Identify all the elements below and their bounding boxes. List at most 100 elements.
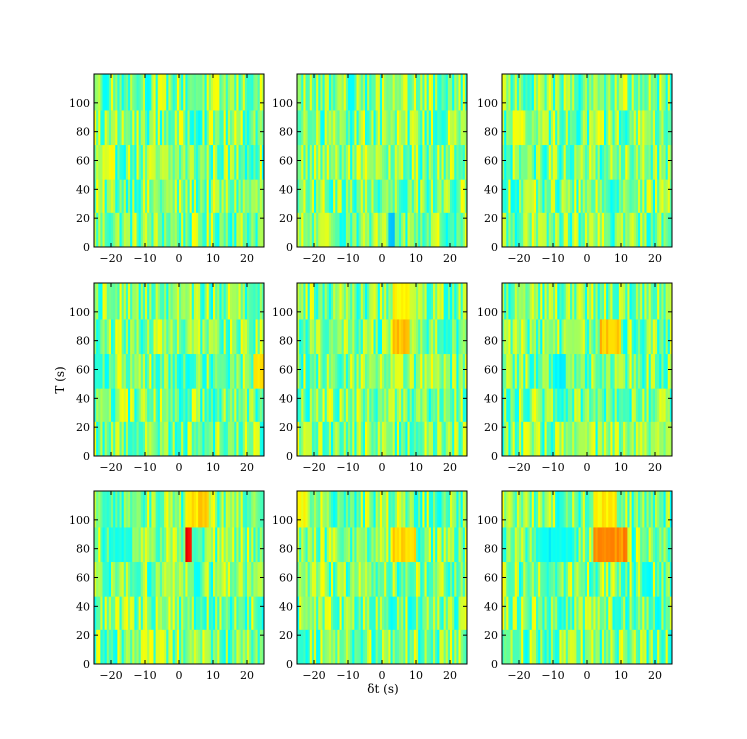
heatmap-cell [232,144,235,180]
heatmap-cell [443,388,447,422]
heatmap-cell [299,388,302,422]
heatmap-cell [635,629,639,664]
heatmap-cell [458,110,462,146]
heatmap-cell [303,212,306,247]
heatmap-cell [185,561,188,597]
heatmap-cell [582,319,586,355]
heatmap-cell [138,319,142,355]
heatmap-cell [443,421,447,456]
heatmap-cell [331,629,334,664]
heatmap-cell [210,212,214,247]
heatmap-cell [303,144,306,180]
heatmap-cell [669,596,672,630]
heatmap-cell [318,212,321,247]
heatmap-cell [599,561,603,597]
heatmap-cell [648,319,652,355]
heatmap-cell [369,596,372,630]
heatmap-cell [303,353,306,389]
heatmap-cell [405,561,408,597]
heatmap-cell [238,319,242,355]
heatmap-cell [106,144,110,180]
heatmap-cell [240,212,244,247]
heatmap-cell [318,596,321,630]
heatmap-cell [516,353,520,389]
heatmap-cell [458,283,462,320]
heatmap-cell [559,74,562,111]
heatmap-cell [348,388,351,422]
heatmap-cell [516,491,520,528]
heatmap-cell [422,353,425,389]
heatmap-cell [345,110,349,146]
heatmap-cell [117,596,120,630]
heatmap-cell [386,212,389,247]
heatmap-cell [157,144,161,180]
heatmap-cell [593,144,596,180]
heatmap-cell [200,319,203,355]
heatmap-cell [574,491,577,528]
heatmap-cell [373,283,377,320]
heatmap-cell [255,629,259,664]
heatmap-cell [115,353,118,389]
heatmap-cell [614,74,618,111]
heatmap-cell [606,629,609,664]
heatmap-cell [456,421,459,456]
heatmap-cell [650,629,654,664]
heatmap-cell [159,491,163,528]
heatmap-cell [437,212,440,247]
heatmap-cell [140,353,144,389]
heatmap-cell [433,110,436,146]
heatmap-cell [665,388,669,422]
heatmap-cell [420,144,423,180]
heatmap-cell [563,421,567,456]
heatmap-cell [452,561,455,597]
heatmap-cell [621,388,624,422]
heatmap-cell [439,179,442,213]
heatmap-cell [454,353,457,389]
heatmap-cell [392,491,396,528]
y-tick-label: 80 [76,335,90,348]
heatmap-cell [652,421,656,456]
heatmap-cell [117,179,120,213]
heatmap-cell [202,596,205,630]
heatmap-cell [111,561,114,597]
heatmap-cell [458,596,462,630]
heatmap-cell [320,561,323,597]
heatmap-cell [663,491,667,528]
heatmap-cell [191,527,195,563]
heatmap-cell [174,179,178,213]
heatmap-cell [242,74,246,111]
heatmap-cell [633,179,637,213]
heatmap-cell [452,110,455,146]
heatmap-cell [375,110,379,146]
heatmap-cell [610,421,613,456]
heatmap-cell [445,353,449,389]
heatmap-cell [631,74,635,111]
heatmap-cell [420,491,423,528]
heatmap-cell [411,527,415,563]
heatmap-cell [635,110,639,146]
heatmap-cell [394,353,398,389]
heatmap-cell [409,561,413,597]
heatmap-cell [189,74,193,111]
heatmap-cell [621,421,624,456]
heatmap-cell [208,144,212,180]
heatmap-cell [117,388,120,422]
heatmap-cell [369,421,372,456]
heatmap-cell [311,319,315,355]
heatmap-cell [627,144,630,180]
heatmap-cell [616,561,620,597]
heatmap-cell [536,319,539,355]
heatmap-cell [375,629,379,664]
heatmap-cell [244,179,248,213]
heatmap-cell [574,144,577,180]
heatmap-cell [580,283,584,320]
heatmap-cell [430,144,434,180]
heatmap-cell [221,596,225,630]
heatmap-cell [134,74,137,111]
heatmap-cell [409,596,413,630]
heatmap-cell [604,388,607,422]
heatmap-cell [320,527,323,563]
heatmap-cell [367,319,370,355]
heatmap-cell [627,596,630,630]
heatmap-cell [650,388,654,422]
